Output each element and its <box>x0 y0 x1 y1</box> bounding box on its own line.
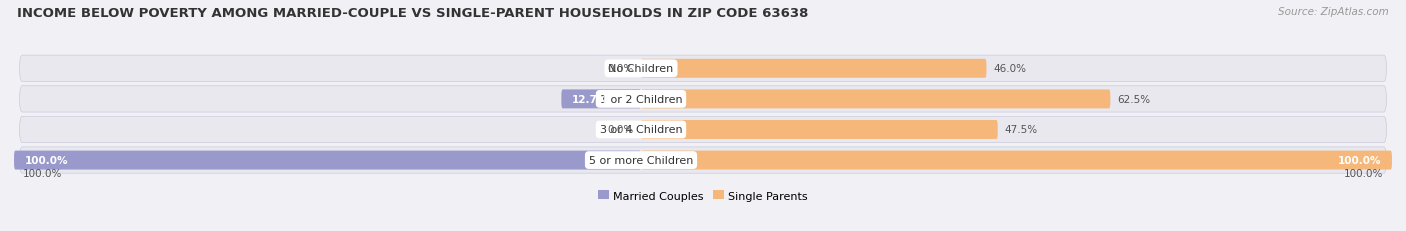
Text: INCOME BELOW POVERTY AMONG MARRIED-COUPLE VS SINGLE-PARENT HOUSEHOLDS IN ZIP COD: INCOME BELOW POVERTY AMONG MARRIED-COUPL… <box>17 7 808 20</box>
Text: 100.0%: 100.0% <box>22 168 62 178</box>
FancyBboxPatch shape <box>641 60 987 79</box>
FancyBboxPatch shape <box>641 151 1392 170</box>
Text: 100.0%: 100.0% <box>1344 168 1384 178</box>
Legend: Married Couples, Single Parents: Married Couples, Single Parents <box>593 186 813 205</box>
Text: 100.0%: 100.0% <box>24 155 67 165</box>
FancyBboxPatch shape <box>20 86 1386 112</box>
Text: 46.0%: 46.0% <box>993 64 1026 74</box>
FancyBboxPatch shape <box>641 90 1111 109</box>
Text: 100.0%: 100.0% <box>1339 155 1382 165</box>
Text: Source: ZipAtlas.com: Source: ZipAtlas.com <box>1278 7 1389 17</box>
FancyBboxPatch shape <box>20 117 1386 143</box>
Text: 47.5%: 47.5% <box>1004 125 1038 135</box>
Text: 5 or more Children: 5 or more Children <box>589 155 693 165</box>
Text: 0.0%: 0.0% <box>607 64 634 74</box>
Text: 12.7%: 12.7% <box>572 94 607 104</box>
FancyBboxPatch shape <box>14 151 641 170</box>
Text: 0.0%: 0.0% <box>607 125 634 135</box>
FancyBboxPatch shape <box>20 56 1386 82</box>
FancyBboxPatch shape <box>561 90 641 109</box>
Text: 1 or 2 Children: 1 or 2 Children <box>600 94 682 104</box>
Text: 62.5%: 62.5% <box>1118 94 1150 104</box>
FancyBboxPatch shape <box>641 121 998 139</box>
FancyBboxPatch shape <box>20 147 1386 173</box>
Text: 3 or 4 Children: 3 or 4 Children <box>600 125 682 135</box>
Text: No Children: No Children <box>609 64 673 74</box>
